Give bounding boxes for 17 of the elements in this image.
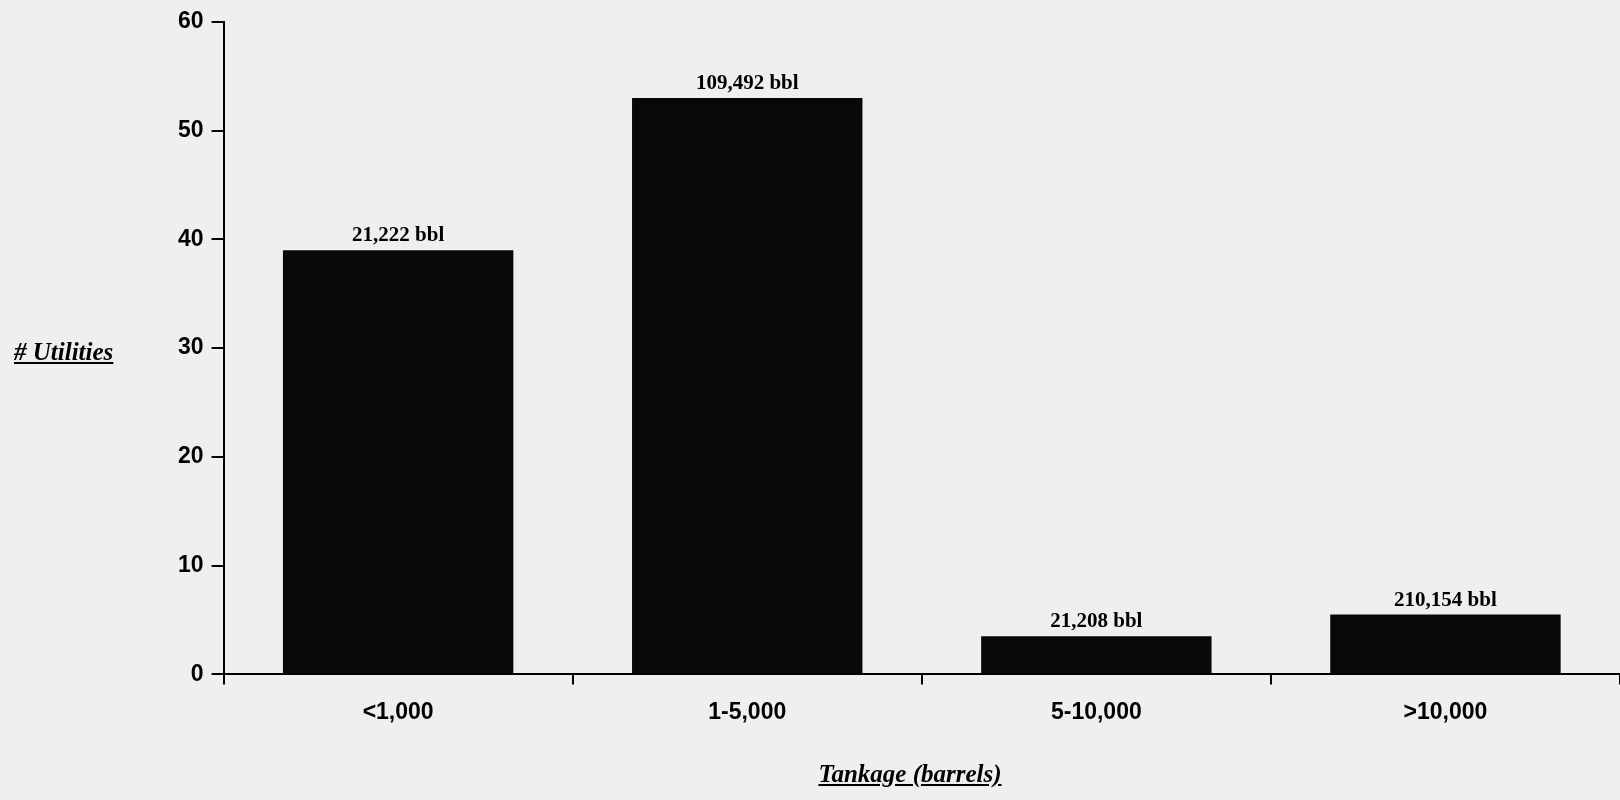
x-tick-label: >10,000: [1403, 697, 1488, 724]
y-tick-label: 60: [177, 7, 204, 34]
x-tick-label: 1-5,000: [708, 697, 787, 724]
x-axis-title: Tankage (barrels): [817, 760, 1003, 788]
y-tick-label: 20: [177, 442, 204, 469]
x-tick-label: <1,000: [362, 697, 434, 724]
y-tick-label: 40: [177, 224, 204, 251]
annotation: 21,222 bbl: [352, 222, 445, 247]
y-tick-label: 30: [177, 333, 204, 360]
y-tick-label: 10: [177, 550, 204, 577]
annotation: 210,154 bbl: [1394, 586, 1497, 611]
annotation: 21,208 bbl: [1050, 608, 1143, 633]
y-axis-title: # Utilities: [14, 338, 114, 366]
y-tick-label: 0: [190, 659, 204, 686]
x-tick-label: 5-10,000: [1050, 697, 1142, 724]
annotation: 109,492 bbl: [695, 69, 799, 94]
y-tick-label: 50: [177, 115, 204, 142]
